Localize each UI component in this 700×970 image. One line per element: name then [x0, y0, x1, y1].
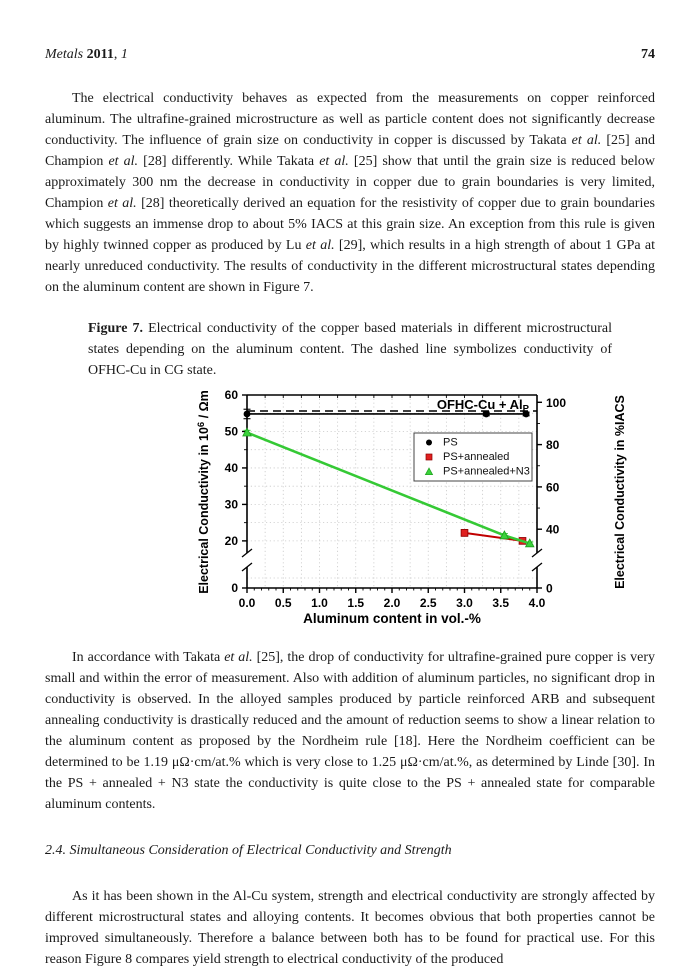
ps-marker	[243, 410, 251, 418]
svg-text:60: 60	[546, 480, 560, 494]
journal-title: Metals 2011, 1	[45, 47, 128, 62]
svg-text:3.0: 3.0	[456, 596, 473, 610]
svg-text:50: 50	[225, 424, 239, 438]
figure7-caption: Figure 7. Electrical conductivity of the…	[88, 321, 613, 378]
legend-label: PS+annealed	[443, 451, 509, 463]
svg-text:20: 20	[225, 534, 239, 548]
svg-text:2.0: 2.0	[384, 596, 401, 610]
svg-text:0: 0	[546, 582, 553, 596]
ps-marker	[522, 410, 530, 418]
svg-text:0.0: 0.0	[239, 596, 256, 610]
figure7-chart: 0.0 0.5 1.0 1.5 2.0 2.5 3.0 3.5 4.0 0 20 30 40 50 60 0 4…	[195, 385, 635, 637]
ps-annealed-n3-marker	[524, 538, 535, 548]
svg-text:100: 100	[546, 396, 566, 410]
ps-annealed-n3-marker	[499, 530, 510, 540]
svg-text:40: 40	[546, 523, 560, 537]
svg-text:60: 60	[225, 388, 239, 402]
svg-text:40: 40	[225, 461, 239, 475]
ps-marker	[482, 410, 490, 418]
legend-label: PS+annealed+N3	[443, 466, 530, 478]
legend: PS PS+annealed PS+annealed+N3	[413, 432, 533, 482]
ps-annealed-marker	[460, 529, 469, 537]
svg-text:2.5: 2.5	[420, 596, 437, 610]
svg-text:1.0: 1.0	[311, 596, 328, 610]
x-axis-title: Aluminum content in vol.-%	[303, 611, 481, 626]
paragraph-2: In accordance with Takata et al. [25], t…	[45, 650, 655, 812]
svg-text:0: 0	[231, 581, 238, 595]
figure7-plot-svg: 0.0 0.5 1.0 1.5 2.0 2.5 3.0 3.5 4.00203040506004…	[196, 388, 627, 626]
ps-annealed-n3-marker	[242, 427, 252, 437]
svg-text:0.5: 0.5	[275, 596, 292, 610]
paragraph-3: As it has been shown in the Al-Cu system…	[45, 889, 655, 967]
section-heading-2-4: 2.4. Simultaneous Consideration of Elect…	[45, 843, 452, 858]
svg-text:1.5: 1.5	[347, 596, 364, 610]
svg-text:30: 30	[225, 497, 239, 511]
page-number: 74	[641, 47, 655, 62]
ofhc-annotation: OFHC-Cu + AlP	[437, 397, 530, 415]
y-axis-title-right: Electrical Conductivity in %IACS	[613, 395, 627, 589]
y-axis-title-left: Electrical Conductivity in 106 / Ωm	[196, 390, 211, 594]
legend-label: PS	[443, 437, 458, 449]
paragraph-1: The electrical conductivity behaves as e…	[45, 91, 656, 295]
page-header: Metals 2011, 1 74	[45, 46, 655, 63]
series-PS	[243, 408, 530, 420]
svg-text:80: 80	[546, 438, 560, 452]
series-PS+annealed+N3	[242, 427, 535, 548]
svg-text:3.5: 3.5	[492, 596, 509, 610]
svg-text:4.0: 4.0	[529, 596, 546, 610]
